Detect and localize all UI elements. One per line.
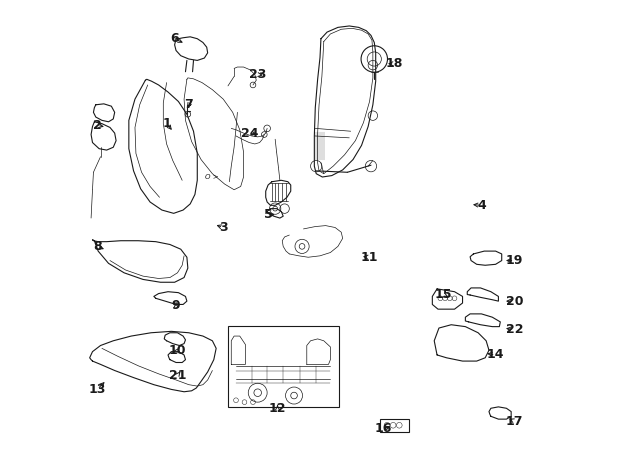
Text: 16: 16 [375, 422, 392, 435]
Bar [380, 419, 409, 432]
Text: 1: 1 [162, 117, 171, 130]
Text: 21: 21 [169, 369, 186, 382]
Text: 6: 6 [170, 32, 179, 45]
Text: O >: O > [205, 174, 218, 180]
Text: 20: 20 [506, 295, 524, 308]
Text: 14: 14 [487, 348, 504, 362]
Text: 2: 2 [93, 118, 102, 132]
Text: 8: 8 [93, 240, 102, 253]
Text: 12: 12 [269, 402, 286, 415]
Text: 15: 15 [435, 288, 452, 302]
Text: 23: 23 [249, 68, 266, 81]
Text: 18: 18 [386, 57, 403, 70]
Text: 19: 19 [506, 254, 523, 267]
Text: 4: 4 [477, 199, 486, 212]
Text: 3: 3 [219, 221, 228, 234]
Text: 22: 22 [506, 323, 524, 336]
Text: 11: 11 [361, 251, 378, 264]
Text: 10: 10 [169, 344, 186, 357]
Bar [228, 326, 339, 407]
Text: 5: 5 [264, 208, 273, 221]
Text: 24: 24 [241, 126, 259, 140]
Text: 13: 13 [88, 383, 106, 396]
Text: 7: 7 [184, 98, 193, 111]
Text: 9: 9 [172, 299, 180, 312]
Text: 17: 17 [506, 414, 524, 428]
